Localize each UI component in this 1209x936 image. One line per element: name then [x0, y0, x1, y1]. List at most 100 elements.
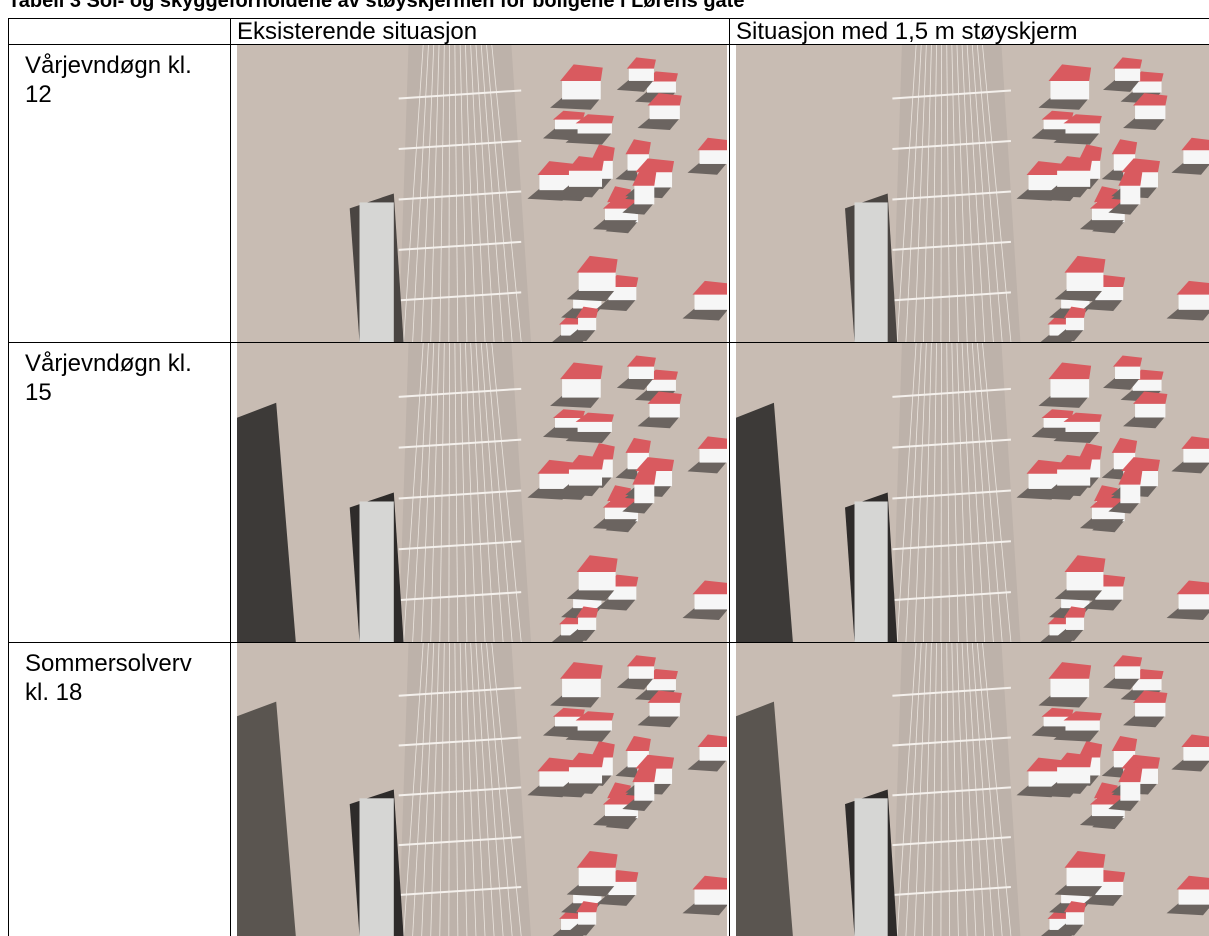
gantry — [398, 540, 522, 551]
house-roof — [575, 412, 614, 422]
house-wall — [1065, 316, 1085, 331]
row-label-cell: Vårjevndøgn kl. 12 — [8, 44, 231, 343]
house-roof — [1111, 139, 1138, 155]
house-shadow — [1171, 759, 1209, 772]
house-roof — [607, 782, 631, 799]
gantry — [398, 291, 522, 302]
ground-light — [398, 45, 531, 342]
render-image — [736, 343, 1209, 642]
house-wall — [578, 270, 616, 291]
track — [403, 45, 424, 342]
house-roof — [1063, 711, 1102, 721]
house-wall — [694, 888, 727, 905]
house-wall — [1183, 447, 1209, 463]
shadow — [237, 402, 296, 642]
house-shadow — [1079, 219, 1125, 232]
house-shadow — [1171, 162, 1209, 175]
house-roof — [626, 57, 656, 69]
house-wall — [578, 911, 597, 925]
house-wall — [649, 701, 680, 717]
house-roof — [692, 280, 727, 295]
house-wall — [1120, 482, 1141, 504]
house-shadow — [1166, 903, 1209, 916]
house-wall — [634, 184, 655, 205]
house-shadow — [682, 903, 727, 916]
house-shadow — [1123, 117, 1166, 130]
house-shadow — [622, 501, 655, 514]
house-shadow — [637, 416, 680, 429]
house-shadow — [527, 487, 573, 500]
house-wall — [577, 420, 612, 432]
house-wall — [1065, 616, 1085, 630]
house-shadow — [1079, 518, 1125, 531]
house-wall — [1135, 701, 1166, 717]
house-roof — [635, 754, 675, 769]
house-roof — [1118, 467, 1143, 485]
house-wall — [634, 482, 655, 504]
house-shadow — [1053, 923, 1085, 936]
render-image — [237, 45, 727, 342]
house-wall — [1050, 377, 1090, 398]
house-roof — [1118, 765, 1143, 783]
house-roof — [632, 168, 657, 186]
track — [421, 45, 435, 342]
track — [430, 45, 440, 342]
house-wall — [1115, 665, 1141, 679]
house-roof — [575, 711, 614, 721]
house-wall — [568, 169, 603, 187]
house-roof — [1064, 255, 1106, 273]
gantry — [892, 291, 1011, 302]
house-roof — [552, 110, 585, 120]
house-roof — [1064, 851, 1106, 868]
house-shadow — [1054, 884, 1104, 897]
house-wall — [1043, 715, 1072, 727]
house-roof — [1094, 186, 1118, 203]
house-wall — [578, 866, 616, 887]
house-wall — [1065, 911, 1085, 925]
house-roof — [575, 114, 614, 124]
gantry — [892, 489, 1011, 500]
building — [854, 798, 888, 936]
track — [914, 343, 927, 642]
gantry — [398, 139, 522, 150]
house-wall — [1183, 745, 1209, 761]
house-roof — [566, 156, 605, 171]
house-wall — [646, 378, 676, 391]
shadow — [736, 402, 793, 642]
house-shadow — [1123, 715, 1166, 728]
house-wall — [1115, 365, 1141, 380]
house-roof — [1063, 114, 1102, 124]
header-cell — [8, 18, 231, 45]
house-wall — [539, 472, 573, 489]
house-wall — [1050, 677, 1090, 698]
gantry — [892, 139, 1011, 150]
house-shadow — [592, 219, 638, 232]
house-shadow — [1038, 395, 1090, 408]
house-wall — [1050, 79, 1090, 100]
house-shadow — [565, 431, 612, 444]
house-roof — [576, 606, 599, 618]
house-roof — [537, 459, 575, 474]
house-roof — [576, 901, 599, 913]
house-roof — [697, 734, 727, 748]
gantry — [892, 686, 1011, 697]
house-shadow — [637, 715, 680, 728]
house-shadow — [1083, 298, 1124, 311]
house-wall — [646, 678, 676, 691]
house-roof — [1078, 443, 1103, 460]
gantry — [892, 591, 1011, 602]
house-roof — [632, 467, 657, 485]
render-image — [237, 343, 727, 642]
gantry — [892, 540, 1011, 551]
house-wall — [1135, 104, 1166, 120]
house-roof — [1133, 690, 1168, 703]
house-roof — [1111, 437, 1138, 453]
house-wall — [1120, 780, 1141, 801]
house-roof — [591, 443, 615, 460]
house-roof — [607, 186, 631, 203]
house-wall — [628, 665, 654, 679]
house-roof — [591, 741, 615, 758]
house-roof — [1181, 436, 1209, 449]
gantry — [398, 387, 522, 398]
